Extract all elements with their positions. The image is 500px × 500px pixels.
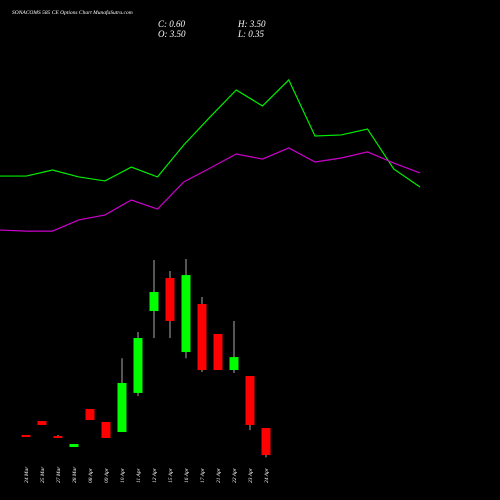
x-tick-label: 28 Mar	[72, 466, 78, 483]
candle-body	[101, 421, 111, 438]
candle-body	[261, 428, 271, 456]
candle-body	[133, 337, 143, 393]
high-label: H: 3.50	[237, 19, 266, 29]
candle-body	[21, 435, 31, 437]
close-label: C: 0.60	[158, 19, 186, 29]
open-label: O: 3.50	[158, 29, 186, 39]
chart-title: SONACOMS 585 CE Options Chart MunafaSutr…	[12, 9, 133, 16]
x-tick-label: 25 Mar	[40, 466, 46, 483]
candle-body	[197, 304, 207, 371]
indicator-line	[0, 147, 421, 232]
x-tick-label: 16 Apr	[184, 467, 190, 483]
x-tick-label: 15 Apr	[168, 467, 174, 483]
x-tick-label: 21 Apr	[216, 467, 222, 483]
indicator-line	[0, 78, 421, 188]
x-tick-label: 09 Apr	[104, 467, 110, 483]
candle-body	[69, 444, 79, 448]
candle-body	[85, 409, 95, 421]
x-tick-label: 27 Mar	[56, 466, 62, 483]
x-tick-label: 23 Apr	[248, 467, 254, 483]
x-tick-label: 12 Apr	[152, 467, 158, 483]
x-tick-label: 24 Apr	[263, 467, 270, 483]
x-tick-label: 17 Apr	[200, 467, 206, 483]
x-tick-label: 24 Mar	[23, 466, 30, 483]
candle-body	[117, 382, 127, 433]
candle-body	[181, 275, 191, 353]
candle-body	[37, 421, 47, 426]
candle-body	[213, 333, 223, 371]
candle-body	[53, 436, 63, 438]
candle-body	[229, 357, 239, 371]
candle-body	[165, 278, 175, 321]
x-tick-label: 08 Apr	[88, 467, 94, 483]
x-tick-label: 10 Apr	[120, 467, 126, 483]
x-tick-label: 22 Apr	[232, 467, 238, 483]
candle-body	[245, 375, 255, 426]
x-tick-label: 11 Apr	[136, 468, 142, 483]
candle-body	[149, 292, 159, 312]
low-label: L: 0.35	[237, 29, 265, 39]
